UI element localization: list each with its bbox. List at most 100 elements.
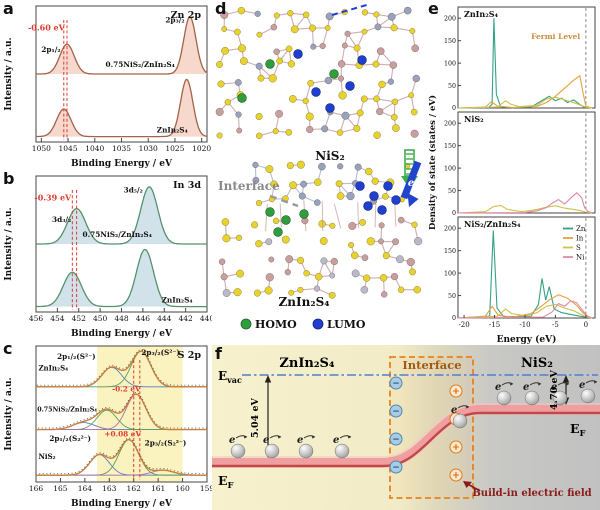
- svg-text:3d₅/₂: 3d₅/₂: [124, 185, 143, 194]
- svg-text:-5: -5: [552, 321, 559, 329]
- svg-text:446: 446: [136, 314, 151, 323]
- svg-text:−: −: [392, 463, 400, 473]
- svg-text:-15: -15: [489, 321, 500, 329]
- svg-text:+: +: [452, 386, 460, 397]
- svg-text:Energy (eV): Energy (eV): [497, 334, 557, 345]
- xps-svg-a: 1050 1045 1040 1035 1030 1025 1020 Binding Ener…: [4, 5, 211, 169]
- svg-text:−: −: [392, 407, 400, 417]
- svg-text:2p₃/₂(S₂²⁻): 2p₃/₂(S₂²⁻): [145, 438, 187, 447]
- svg-text:2p₁/₂: 2p₁/₂: [41, 45, 60, 54]
- svg-text:166: 166: [29, 484, 44, 493]
- svg-text:+: +: [452, 470, 460, 481]
- svg-text:200: 200: [444, 15, 456, 22]
- svg-text:2p₃/₂: 2p₃/₂: [165, 15, 184, 24]
- svg-text:Density of state (states / eV): Density of state (states / eV): [427, 95, 438, 230]
- xps-svg-b: 456 454 452 450 448 446 444 442 440 Binding Energ…: [4, 175, 214, 339]
- svg-text:ZnIn₂S₄: ZnIn₂S₄: [279, 295, 330, 309]
- svg-text:NiS₂: NiS₂: [38, 452, 55, 461]
- svg-text:Intensity / a.u.: Intensity / a.u.: [4, 377, 14, 450]
- svg-text:e: e: [551, 382, 557, 393]
- svg-text:0: 0: [452, 315, 456, 322]
- svg-text:444: 444: [157, 314, 172, 323]
- panel-letter-f: f: [215, 344, 222, 363]
- electrons: e e e e e e e e e: [229, 380, 598, 459]
- svg-text:ZnIn₂S₄: ZnIn₂S₄: [464, 9, 498, 19]
- panel-letter-e: e: [428, 0, 439, 18]
- svg-text:452: 452: [72, 314, 87, 323]
- svg-text:161: 161: [151, 484, 165, 493]
- svg-text:In 3d: In 3d: [173, 180, 201, 191]
- xps-zn2p-chart: 1050 1045 1040 1035 1030 1025 1020 Binding Ener…: [0, 0, 212, 170]
- dos-svg: 0 50 100 150 200 ZnIn₂S₄ Fermi Level 0 50 100 150 2…: [427, 6, 596, 345]
- field-arrow: [463, 481, 481, 492]
- workfunction-left-value: 5.04 eV: [250, 397, 261, 437]
- svg-text:Fermi Level: Fermi Level: [531, 32, 580, 41]
- svg-text:200: 200: [444, 225, 456, 232]
- svg-text:e: e: [495, 382, 501, 393]
- svg-text:1025: 1025: [165, 144, 184, 153]
- svg-text:Binding Energy / eV: Binding Energy / eV: [71, 499, 173, 509]
- evac-label: Evac: [218, 369, 242, 385]
- ef-left-label: EF: [218, 473, 234, 491]
- band-ribbon: [212, 405, 600, 466]
- svg-text:Zn: Zn: [576, 225, 586, 233]
- svg-text:2p₁/₂(S²⁻): 2p₁/₂(S²⁻): [57, 352, 95, 361]
- panel-letter-b: b: [3, 169, 15, 188]
- svg-text:200: 200: [444, 120, 456, 127]
- svg-text:162: 162: [127, 484, 142, 493]
- xps-in3d-chart: 456 454 452 450 448 446 444 442 440 Binding Energ…: [0, 170, 214, 340]
- svg-text:1030: 1030: [139, 144, 158, 153]
- svg-text:S 2p: S 2p: [178, 350, 202, 361]
- svg-text:450: 450: [93, 314, 108, 323]
- svg-text:e: e: [333, 435, 339, 446]
- svg-text:HOMO: HOMO: [255, 318, 297, 331]
- svg-text:0.75NiS₂/ZnIn₂S₄: 0.75NiS₂/ZnIn₂S₄: [83, 230, 152, 239]
- workfunction-right-value: 4.70 eV: [549, 369, 560, 409]
- svg-text:In: In: [576, 235, 584, 243]
- svg-text:454: 454: [50, 314, 65, 323]
- svg-text:163: 163: [102, 484, 117, 493]
- svg-text:3d₃/₂: 3d₃/₂: [52, 215, 71, 224]
- interface-label: Interface: [402, 358, 461, 372]
- svg-text:Zn 2p: Zn 2p: [171, 10, 202, 21]
- svg-text:0: 0: [584, 321, 588, 329]
- svg-text:0.75NiS₂/ZnIn₂S₄: 0.75NiS₂/ZnIn₂S₄: [106, 60, 175, 69]
- svg-text:Intensity / a.u.: Intensity / a.u.: [4, 37, 14, 110]
- svg-text:50: 50: [448, 293, 456, 300]
- svg-text:442: 442: [178, 314, 193, 323]
- svg-text:−: −: [392, 379, 400, 389]
- svg-text:LUMO: LUMO: [327, 318, 366, 331]
- svg-text:ZnIn₂S₄: ZnIn₂S₄: [157, 125, 188, 134]
- svg-text:+0.08 eV: +0.08 eV: [104, 429, 141, 438]
- svg-text:e: e: [263, 435, 269, 446]
- svg-text:50: 50: [448, 188, 456, 195]
- panel-letter-d: d: [215, 0, 227, 18]
- svg-text:e: e: [297, 435, 303, 446]
- svg-text:456: 456: [29, 314, 44, 323]
- svg-text:150: 150: [444, 248, 456, 255]
- builtin-field-label: Build-in electric field: [472, 488, 591, 499]
- svg-text:150: 150: [444, 143, 456, 150]
- ef-right-label: EF: [570, 421, 586, 439]
- svg-text:160: 160: [175, 484, 190, 493]
- svg-text:Ni: Ni: [576, 254, 585, 262]
- svg-text:0: 0: [452, 105, 456, 112]
- svg-text:e: e: [408, 178, 414, 189]
- panel-letter-c: c: [3, 339, 13, 358]
- svg-text:164: 164: [78, 484, 93, 493]
- svg-text:+: +: [452, 442, 460, 453]
- svg-text:−: −: [392, 435, 400, 445]
- svg-text:1050: 1050: [32, 144, 51, 153]
- svg-text:100: 100: [444, 165, 456, 172]
- svg-text:ZnIn₂S₄: ZnIn₂S₄: [38, 363, 68, 372]
- structure-svg: NiS₂ Interface ZnIn₂S₄ e HOMO LUMO: [215, 3, 423, 331]
- band-diagram-background: [212, 345, 600, 510]
- svg-text:Binding Energy / eV: Binding Energy / eV: [71, 159, 173, 169]
- nis2-region-label: NiS₂: [521, 356, 553, 371]
- svg-text:e: e: [523, 382, 529, 393]
- dos-chart: 0 50 100 150 200 ZnIn₂S₄ Fermi Level 0 50 100 150 2…: [425, 0, 600, 345]
- svg-text:1020: 1020: [192, 144, 211, 153]
- svg-text:0.75NiS₂/ZnIn₂S₄: 0.75NiS₂/ZnIn₂S₄: [37, 406, 97, 413]
